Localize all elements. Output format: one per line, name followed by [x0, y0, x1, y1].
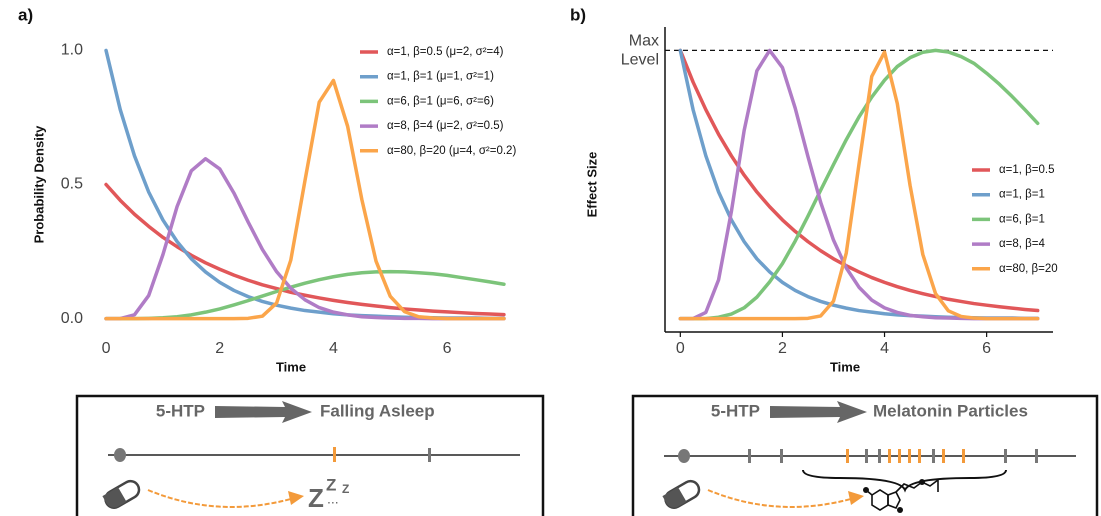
diagram-arrow [215, 401, 312, 423]
timeline-event [333, 447, 336, 462]
dose-arrowhead [288, 491, 304, 505]
x-tick-label: 2 [215, 340, 224, 357]
panel-label: a) [18, 5, 33, 24]
y-tick-label-line: Max [629, 33, 659, 50]
panel-label: b) [570, 5, 586, 24]
timeline-gray-events [748, 449, 1038, 463]
diagram-box [75, 394, 545, 516]
y-tick-label: 0.5 [61, 176, 83, 193]
x-tick-label: 4 [880, 340, 889, 357]
series-line [104, 182, 506, 317]
legend-label: α=1, β=0.5 [999, 164, 1054, 176]
sleep-dots: ... [327, 491, 339, 507]
diagram-b: 5-HTP Melatonin Particles [631, 394, 1099, 516]
sleep-z: Z [326, 475, 336, 494]
timeline-event [428, 448, 431, 462]
dose-arrow [147, 489, 299, 508]
x-axis-title: Time [276, 359, 306, 374]
series-line [678, 48, 1040, 321]
legend-label: α=80, β=20 [999, 263, 1058, 275]
y-tick-label: 0.0 [61, 310, 83, 327]
pill-half [102, 487, 127, 508]
charts: a) 0 2 4 6 0.0 0.5 1.0 Time Probability Density α=… [18, 5, 1058, 374]
series-line [678, 48, 1040, 321]
legend-label: α=1, β=1 (μ=1, σ²=1) [387, 71, 494, 83]
series-line [678, 50, 1040, 321]
y-axis-title: Probability Density [31, 125, 46, 244]
legend-label: α=6, β=1 (μ=6, σ²=6) [387, 95, 494, 107]
sleep-z: Z [342, 482, 349, 496]
series-line [104, 78, 506, 321]
x-tick-label: 0 [676, 340, 685, 357]
diagram-target: Melatonin Particles [873, 401, 1028, 420]
brace [802, 469, 1007, 493]
y-tick-label: 1.0 [61, 42, 83, 59]
timeline-orange-events [846, 449, 965, 463]
x-tick-label: 4 [329, 340, 338, 357]
x-tick-label: 6 [443, 340, 452, 357]
diagram-source: 5-HTP [156, 401, 205, 420]
legend-label: α=8, β=4 [999, 238, 1045, 250]
x-tick-label: 2 [778, 340, 787, 357]
legend-label: α=80, β=20 (μ=4, σ²=0.2) [387, 145, 516, 157]
y-axis-title: Effect Size [584, 152, 599, 218]
diagram-arrow [770, 401, 867, 423]
dose-arrow [707, 489, 859, 508]
diagram-a: 5-HTP Falling Asleep Z Z Z ... [75, 394, 545, 516]
diagram-box [631, 394, 1099, 516]
diagram-source: 5-HTP [711, 401, 760, 420]
y-tick-label: Max Level [621, 33, 659, 69]
molecule [865, 478, 939, 511]
molecule-atoms [863, 479, 925, 513]
legend-label: α=1, β=0.5 (μ=2, σ²=4) [387, 46, 504, 58]
y-tick-label-line: Level [621, 52, 659, 69]
series-line [678, 48, 1040, 313]
dose-arrowhead [848, 491, 864, 505]
x-tick-label: 0 [102, 340, 111, 357]
x-tick-label: 6 [982, 340, 991, 357]
legend-label: α=1, β=1 [999, 189, 1045, 201]
diagram-target: Falling Asleep [320, 401, 435, 420]
pill-half [662, 487, 687, 508]
timeline-blob [114, 448, 126, 462]
legend-label: α=8, β=4 (μ=2, σ²=0.5) [387, 120, 504, 132]
x-axis-title: Time [830, 359, 860, 374]
sleep-z: Z [308, 483, 324, 513]
legend-label: α=6, β=1 [999, 213, 1045, 225]
timeline-blob [678, 449, 690, 463]
